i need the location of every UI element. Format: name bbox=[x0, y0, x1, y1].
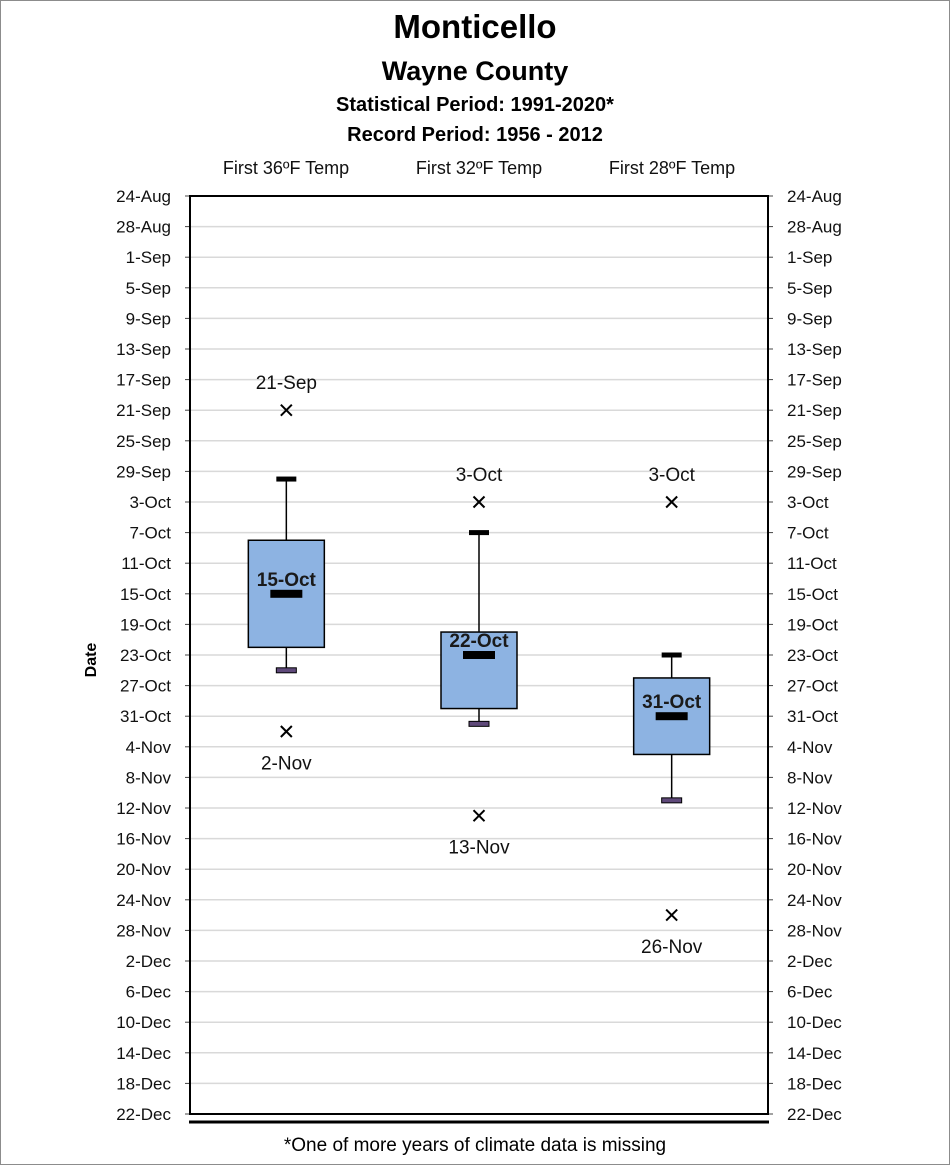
statistical-period: Statistical Period: 1991-2020* bbox=[336, 94, 614, 116]
right-tick-label: 14-Dec bbox=[787, 1044, 842, 1063]
chart-subtitle: Wayne County bbox=[381, 56, 569, 86]
record-latest-marker bbox=[472, 809, 486, 822]
right-tick-label: 19-Oct bbox=[787, 615, 838, 634]
footnote: *One of more years of climate data is mi… bbox=[283, 1135, 667, 1156]
right-tick-label: 4-Nov bbox=[787, 738, 833, 757]
right-tick-label: 9-Sep bbox=[787, 309, 832, 328]
left-tick-label: 27-Oct bbox=[120, 677, 171, 696]
left-tick-label: 16-Nov bbox=[116, 830, 171, 849]
whisker-cap-late bbox=[468, 720, 490, 727]
left-tick-label: 22-Dec bbox=[116, 1105, 171, 1124]
left-tick-label: 15-Oct bbox=[120, 585, 171, 604]
right-tick-label: 18-Dec bbox=[787, 1074, 842, 1093]
record-earliest-label: 3-Oct bbox=[456, 465, 503, 486]
category-label-36f: First 36ºF Temp bbox=[222, 158, 350, 178]
right-tick-label: 1-Sep bbox=[787, 248, 832, 267]
left-tick-label: 4-Nov bbox=[126, 738, 172, 757]
left-tick-label: 18-Dec bbox=[116, 1074, 171, 1093]
right-tick-label: 12-Nov bbox=[787, 799, 842, 818]
right-tick-label: 11-Oct bbox=[787, 554, 837, 573]
right-tick-label: 22-Dec bbox=[787, 1105, 842, 1124]
right-tick-label: 20-Nov bbox=[787, 860, 842, 879]
right-tick-label: 28-Aug bbox=[787, 218, 842, 237]
left-tick-label: 7-Oct bbox=[129, 524, 171, 543]
whisker-cap-late bbox=[661, 797, 683, 804]
record-earliest-marker bbox=[280, 403, 293, 417]
box bbox=[632, 677, 711, 756]
right-tick-label: 10-Dec bbox=[787, 1013, 842, 1032]
right-tick-label: 24-Aug bbox=[787, 187, 842, 206]
right-tick-label: 21-Sep bbox=[787, 401, 842, 420]
right-tick-label: 13-Sep bbox=[787, 340, 842, 359]
record-period: Record Period: 1956 - 2012 bbox=[347, 124, 603, 146]
right-tick-label: 28-Nov bbox=[787, 921, 842, 940]
left-tick-label: 21-Sep bbox=[116, 401, 171, 420]
right-tick-label: 8-Nov bbox=[787, 768, 833, 787]
left-tick-label: 14-Dec bbox=[116, 1044, 171, 1063]
left-tick-label: 17-Sep bbox=[116, 371, 171, 390]
left-tick-label: 31-Oct bbox=[120, 707, 171, 726]
category-label-28f: First 28ºF Temp bbox=[608, 158, 736, 178]
right-tick-label: 29-Sep bbox=[787, 462, 842, 481]
right-tick-label: 2-Dec bbox=[787, 952, 833, 971]
median-label: 22-Oct bbox=[449, 631, 509, 652]
median-label: 15-Oct bbox=[257, 570, 317, 591]
record-earliest-marker bbox=[665, 495, 678, 509]
whisker-cap-early bbox=[276, 476, 297, 482]
right-tick-label: 23-Oct bbox=[787, 646, 838, 665]
right-tick-label: 17-Sep bbox=[787, 371, 842, 390]
category-label-32f: First 32ºF Temp bbox=[415, 158, 543, 178]
left-tick-label: 25-Sep bbox=[116, 432, 171, 451]
right-tick-label: 31-Oct bbox=[787, 707, 838, 726]
left-tick-label: 20-Nov bbox=[116, 860, 171, 879]
left-tick-label: 19-Oct bbox=[120, 615, 171, 634]
left-tick-label: 28-Nov bbox=[116, 921, 171, 940]
left-tick-label: 9-Sep bbox=[126, 309, 171, 328]
record-earliest-label: 21-Sep bbox=[256, 373, 317, 394]
right-tick-label: 16-Nov bbox=[787, 830, 842, 849]
median-label: 31-Oct bbox=[642, 692, 702, 713]
median-bar bbox=[270, 589, 303, 598]
left-tick-label: 3-Oct bbox=[129, 493, 171, 512]
record-latest-marker bbox=[280, 725, 293, 738]
record-earliest-label: 3-Oct bbox=[648, 465, 695, 486]
left-tick-label: 2-Dec bbox=[126, 952, 172, 971]
right-tick-label: 27-Oct bbox=[787, 677, 838, 696]
left-tick-label: 24-Aug bbox=[116, 187, 171, 206]
left-tick-label: 5-Sep bbox=[126, 279, 171, 298]
record-latest-marker bbox=[665, 908, 678, 922]
record-latest-label: 13-Nov bbox=[448, 838, 510, 859]
plot-border bbox=[189, 195, 769, 1115]
left-tick-label: 12-Nov bbox=[116, 799, 171, 818]
left-tick-label: 13-Sep bbox=[116, 340, 171, 359]
left-tick-label: 29-Sep bbox=[116, 462, 171, 481]
left-tick-label: 23-Oct bbox=[120, 646, 171, 665]
record-latest-label: 26-Nov bbox=[641, 937, 703, 958]
right-tick-label: 7-Oct bbox=[787, 524, 829, 543]
left-tick-label: 6-Dec bbox=[126, 983, 172, 1002]
left-tick-label: 24-Nov bbox=[116, 891, 171, 910]
right-tick-label: 15-Oct bbox=[787, 585, 838, 604]
record-latest-label: 2-Nov bbox=[261, 754, 312, 775]
left-tick-label: 1-Sep bbox=[126, 248, 171, 267]
median-bar bbox=[655, 712, 688, 721]
right-tick-label: 6-Dec bbox=[787, 983, 833, 1002]
chart-title: Monticello bbox=[393, 8, 557, 45]
left-tick-label: 8-Nov bbox=[126, 768, 172, 787]
right-tick-label: 3-Oct bbox=[787, 493, 829, 512]
left-tick-label: 11-Oct bbox=[121, 554, 171, 573]
right-tick-label: 25-Sep bbox=[787, 432, 842, 451]
whisker-cap-early bbox=[469, 530, 489, 536]
median-bar bbox=[463, 651, 495, 659]
whisker-cap-early bbox=[661, 652, 682, 658]
left-tick-label: 10-Dec bbox=[116, 1013, 171, 1032]
right-tick-label: 24-Nov bbox=[787, 891, 842, 910]
box bbox=[440, 631, 518, 710]
whisker-cap-late bbox=[275, 667, 297, 674]
right-tick-label: 5-Sep bbox=[787, 279, 832, 298]
left-tick-label: 28-Aug bbox=[116, 218, 171, 237]
record-earliest-marker bbox=[472, 495, 486, 509]
